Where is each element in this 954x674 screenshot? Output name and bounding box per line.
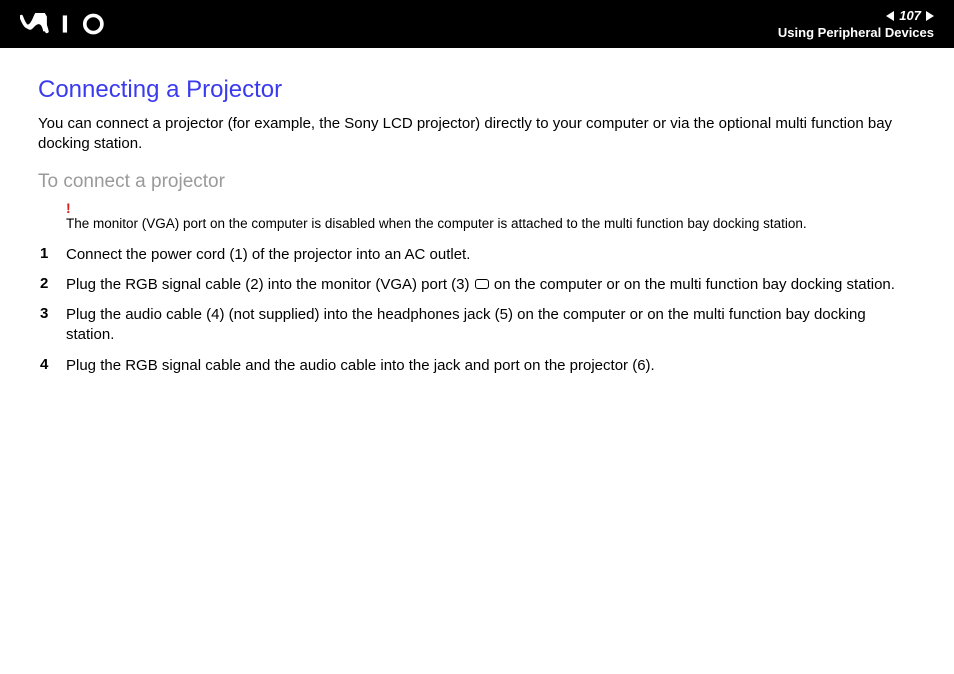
steps-list: 1 Connect the power cord (1) of the proj… xyxy=(38,245,916,376)
prev-page-arrow-icon[interactable] xyxy=(886,11,894,21)
list-item: 4 Plug the RGB signal cable and the audi… xyxy=(38,356,916,376)
warning-text: The monitor (VGA) port on the computer i… xyxy=(66,216,807,231)
intro-paragraph: You can connect a projector (for example… xyxy=(38,114,916,155)
page-nav: 107 xyxy=(886,8,934,23)
list-item: 2 Plug the RGB signal cable (2) into the… xyxy=(38,275,916,295)
list-item: 3 Plug the audio cable (4) (not supplied… xyxy=(38,305,916,346)
next-page-arrow-icon[interactable] xyxy=(926,11,934,21)
page-title: Connecting a Projector xyxy=(38,76,916,104)
step-number: 1 xyxy=(38,245,66,265)
step-number: 2 xyxy=(38,275,66,295)
section-label: Using Peripheral Devices xyxy=(778,25,934,40)
step-text-post: on the computer or on the multi function… xyxy=(490,276,895,293)
content-area: Connecting a Projector You can connect a… xyxy=(0,48,954,376)
page-number: 107 xyxy=(896,8,924,23)
step-text: Plug the RGB signal cable (2) into the m… xyxy=(66,275,895,295)
list-item: 1 Connect the power cord (1) of the proj… xyxy=(38,245,916,265)
vaio-logo xyxy=(20,13,130,35)
step-number: 3 xyxy=(38,305,66,346)
step-number: 4 xyxy=(38,356,66,376)
warning-mark-icon: ! xyxy=(66,201,916,215)
warning-note: ! The monitor (VGA) port on the computer… xyxy=(66,201,916,233)
vga-port-icon xyxy=(475,279,489,289)
step-text: Plug the audio cable (4) (not supplied) … xyxy=(66,305,916,346)
header-bar: 107 Using Peripheral Devices xyxy=(0,0,954,48)
subsection-title: To connect a projector xyxy=(38,171,916,193)
step-text: Plug the RGB signal cable and the audio … xyxy=(66,356,655,376)
header-right: 107 Using Peripheral Devices xyxy=(778,8,934,40)
step-text-pre: Plug the RGB signal cable (2) into the m… xyxy=(66,276,474,293)
step-text: Connect the power cord (1) of the projec… xyxy=(66,245,470,265)
